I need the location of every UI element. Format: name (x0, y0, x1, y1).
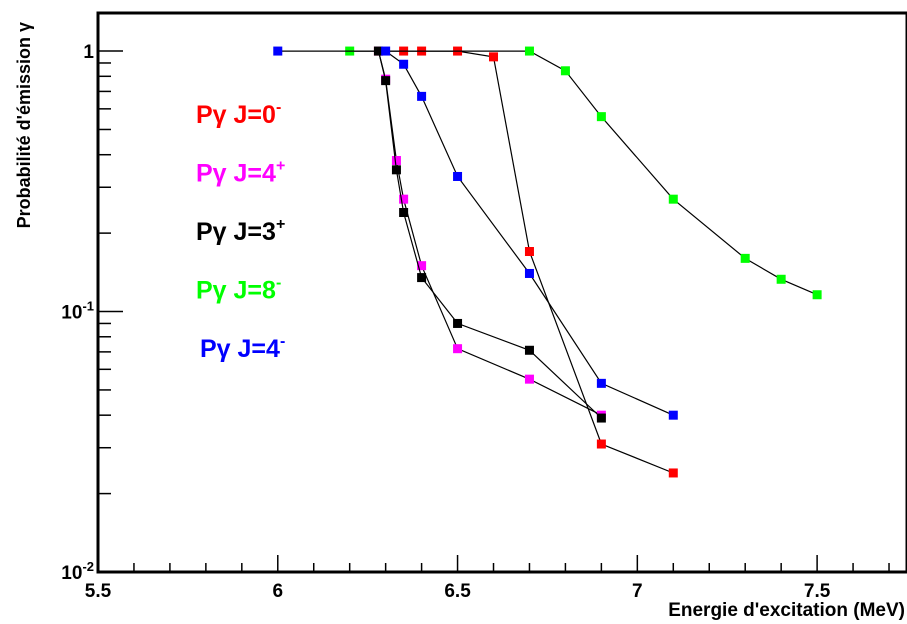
data-point (596, 112, 606, 122)
data-point (453, 344, 463, 354)
data-point (668, 468, 678, 478)
data-point (596, 413, 606, 423)
x-tick-label: 5.5 (85, 581, 112, 602)
x-tick-label: 7.5 (804, 581, 831, 602)
data-point (668, 194, 678, 204)
data-point (596, 378, 606, 388)
data-point (776, 274, 786, 284)
legend-entry: Pγ J=4+ (196, 158, 285, 188)
data-point (524, 345, 534, 355)
series-layer (273, 46, 822, 478)
data-point (391, 156, 401, 166)
x-tick-label: 6 (272, 581, 283, 602)
legend-entry: Pγ J=0- (196, 99, 281, 129)
y-tick-label: 1 (83, 42, 94, 63)
legend-entry: Pγ J=3+ (196, 216, 285, 246)
axes-layer: 5.5 6 6.5 7 7.5 1 10-1 10-2 (61, 42, 890, 602)
data-point (740, 253, 750, 263)
data-point (417, 273, 427, 283)
series-line (277, 50, 674, 416)
series-line (377, 50, 602, 416)
data-point (596, 439, 606, 449)
data-point (381, 46, 391, 56)
data-point (812, 290, 822, 300)
y-axis-title: Probabilité d'émission γ (14, 22, 34, 228)
data-point (417, 91, 427, 101)
data-point (560, 66, 570, 76)
legend: Pγ J=0- Pγ J=4+ Pγ J=3+ Pγ J=8- Pγ J=4- (196, 99, 285, 363)
data-point (524, 46, 534, 56)
data-point (417, 261, 427, 271)
plot-frame (96, 11, 907, 574)
x-axis-title: Energie d'excitation (MeV) (668, 600, 905, 621)
data-point (399, 207, 409, 217)
data-point (453, 318, 463, 328)
data-point (399, 194, 409, 204)
y-tick-label: 10-1 (61, 299, 94, 324)
series-3 (373, 46, 606, 423)
series-line (349, 50, 818, 296)
data-point (524, 374, 534, 384)
legend-entry: Pγ J=4- (200, 333, 285, 363)
series-5 (273, 46, 678, 420)
data-point (453, 171, 463, 181)
data-point (273, 46, 283, 56)
data-point (391, 165, 401, 175)
x-tick-label: 6.5 (444, 581, 471, 602)
data-point (489, 52, 499, 62)
data-point (524, 268, 534, 278)
y-tick-label: 10-2 (61, 559, 94, 584)
x-tick-label: 7 (632, 581, 643, 602)
data-point (399, 59, 409, 69)
data-point (381, 76, 391, 86)
series-line (377, 50, 602, 419)
data-point (524, 247, 534, 257)
legend-entry: Pγ J=8- (196, 275, 281, 305)
data-point (668, 410, 678, 420)
